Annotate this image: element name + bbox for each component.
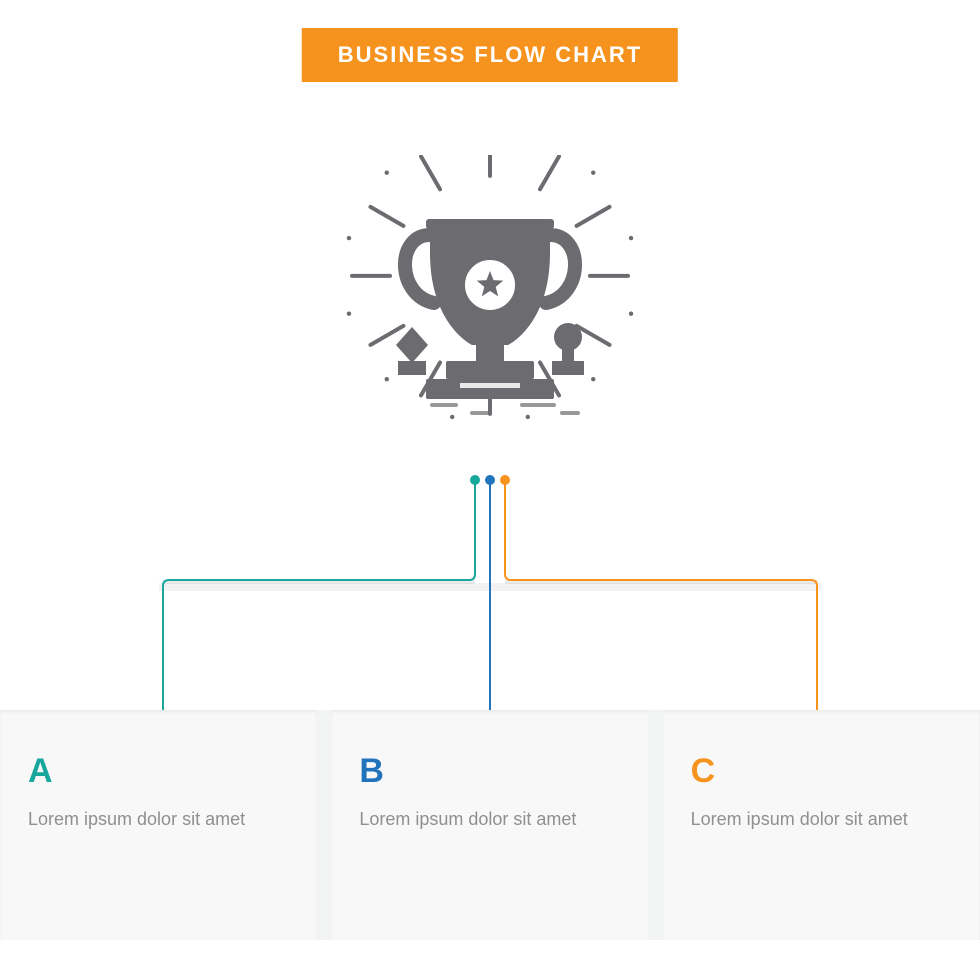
card-letter-c: C (691, 752, 952, 791)
card-body-b: Lorem ipsum dolor sit amet (359, 807, 620, 831)
title-text: BUSINESS FLOW CHART (338, 42, 642, 67)
card-c: C Lorem ipsum dolor sit amet (663, 710, 980, 940)
card-strip: A Lorem ipsum dolor sit amet B Lorem ips… (0, 710, 980, 940)
title-band: BUSINESS FLOW CHART (302, 28, 678, 82)
card-letter-b: B (359, 752, 620, 791)
card-b: B Lorem ipsum dolor sit amet (331, 710, 648, 940)
card-letter-a: A (28, 752, 289, 791)
card-body-c: Lorem ipsum dolor sit amet (691, 807, 952, 831)
trophy-award-icon (335, 155, 645, 465)
card-body-a: Lorem ipsum dolor sit amet (28, 807, 289, 831)
card-a: A Lorem ipsum dolor sit amet (0, 710, 317, 940)
